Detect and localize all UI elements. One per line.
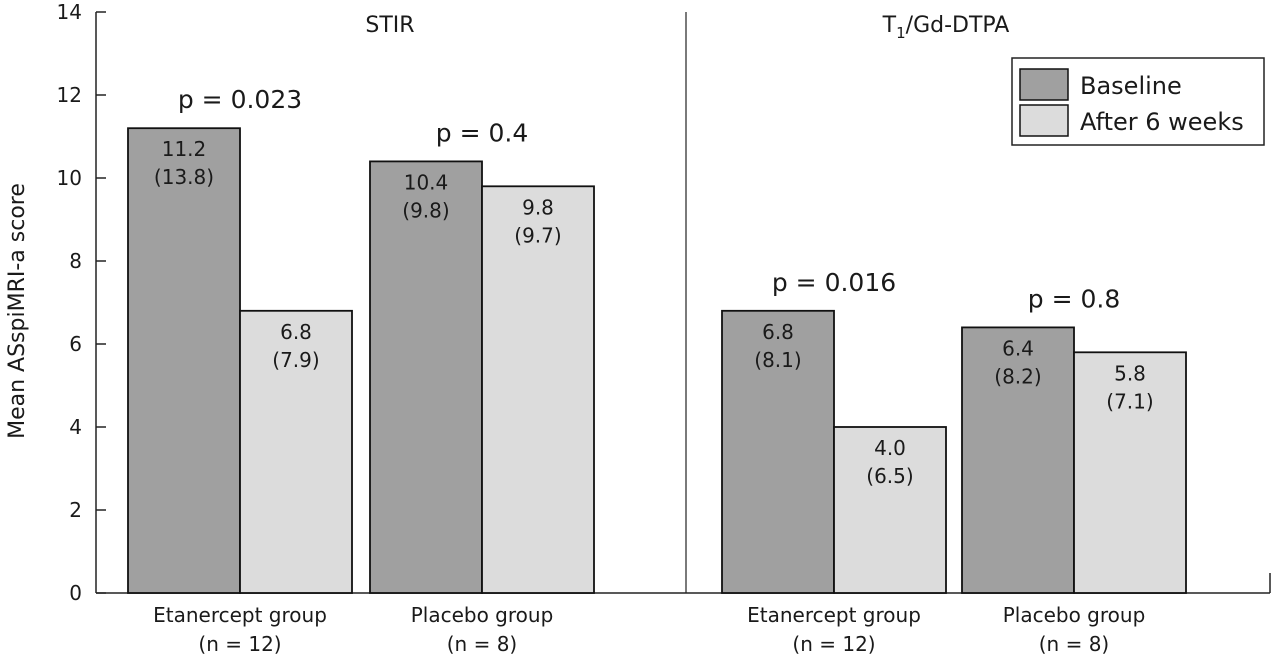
- bar-value-label: 5.8: [1114, 361, 1146, 385]
- bar-value-label: 11.2: [162, 137, 207, 161]
- category-label: Placebo group: [1003, 603, 1146, 627]
- bar-value-label: 4.0: [874, 436, 906, 460]
- panel-title: T1/Gd-DTPA: [882, 13, 1010, 42]
- category-n-label: (n = 12): [792, 632, 875, 656]
- bars: [127, 127, 1187, 594]
- y-tick-label: 12: [57, 83, 82, 107]
- panel-title: STIR: [365, 13, 414, 38]
- category-label: Placebo group: [411, 603, 554, 627]
- category-n-label: (n = 12): [198, 632, 281, 656]
- bar-sub-label: (9.7): [514, 223, 561, 247]
- y-tick-label: 14: [57, 0, 82, 24]
- y-axis-label: Mean ASspiMRI-a score: [5, 183, 30, 439]
- category-label: Etanercept group: [747, 603, 921, 627]
- bar-sub-label: (7.1): [1106, 389, 1153, 413]
- y-tick-label: 10: [57, 166, 82, 190]
- bar: [481, 185, 595, 594]
- bar-value-label: 10.4: [404, 170, 449, 194]
- legend-swatch: [1019, 68, 1069, 101]
- bar-value-label: 6.8: [762, 320, 794, 344]
- bar: [127, 127, 241, 594]
- bar: [961, 326, 1075, 594]
- labels: STIR 11.2 (13.8) 6.8 (7.9) p = 0.023 Etanercep…: [153, 13, 1154, 656]
- legend-label: After 6 weeks: [1080, 108, 1244, 136]
- bar-sub-label: (8.2): [994, 364, 1041, 388]
- bar-sub-label: (7.9): [272, 348, 319, 372]
- bar: [833, 426, 947, 594]
- bar: [239, 309, 353, 594]
- y-tick-label: 8: [69, 249, 82, 273]
- bar: [369, 160, 483, 594]
- bar-sub-label: (6.5): [866, 464, 913, 488]
- bar-value-label: 6.8: [280, 320, 312, 344]
- p-value-label: p = 0.4: [436, 118, 528, 147]
- p-value-label: p = 0.023: [178, 85, 302, 114]
- bar-sub-label: (9.8): [402, 198, 449, 222]
- p-value-label: p = 0.016: [772, 268, 896, 297]
- p-value-label: p = 0.8: [1028, 284, 1120, 313]
- legend-label: Baseline: [1080, 72, 1182, 100]
- legend-swatch: [1019, 104, 1069, 137]
- bar: [721, 309, 835, 594]
- bar-value-label: 9.8: [522, 195, 554, 219]
- y-tick-label: 2: [69, 498, 82, 522]
- bar: [1073, 351, 1187, 594]
- y-tick-label: 0: [69, 581, 82, 605]
- bar-value-label: 6.4: [1002, 336, 1034, 360]
- y-tick-label: 4: [69, 415, 82, 439]
- y-tick-label: 6: [69, 332, 82, 356]
- category-n-label: (n = 8): [447, 632, 517, 656]
- bar-sub-label: (8.1): [754, 348, 801, 372]
- legend: Baseline After 6 weeks: [1011, 57, 1265, 146]
- bar-sub-label: (13.8): [154, 165, 214, 189]
- category-label: Etanercept group: [153, 603, 327, 627]
- category-n-label: (n = 8): [1039, 632, 1109, 656]
